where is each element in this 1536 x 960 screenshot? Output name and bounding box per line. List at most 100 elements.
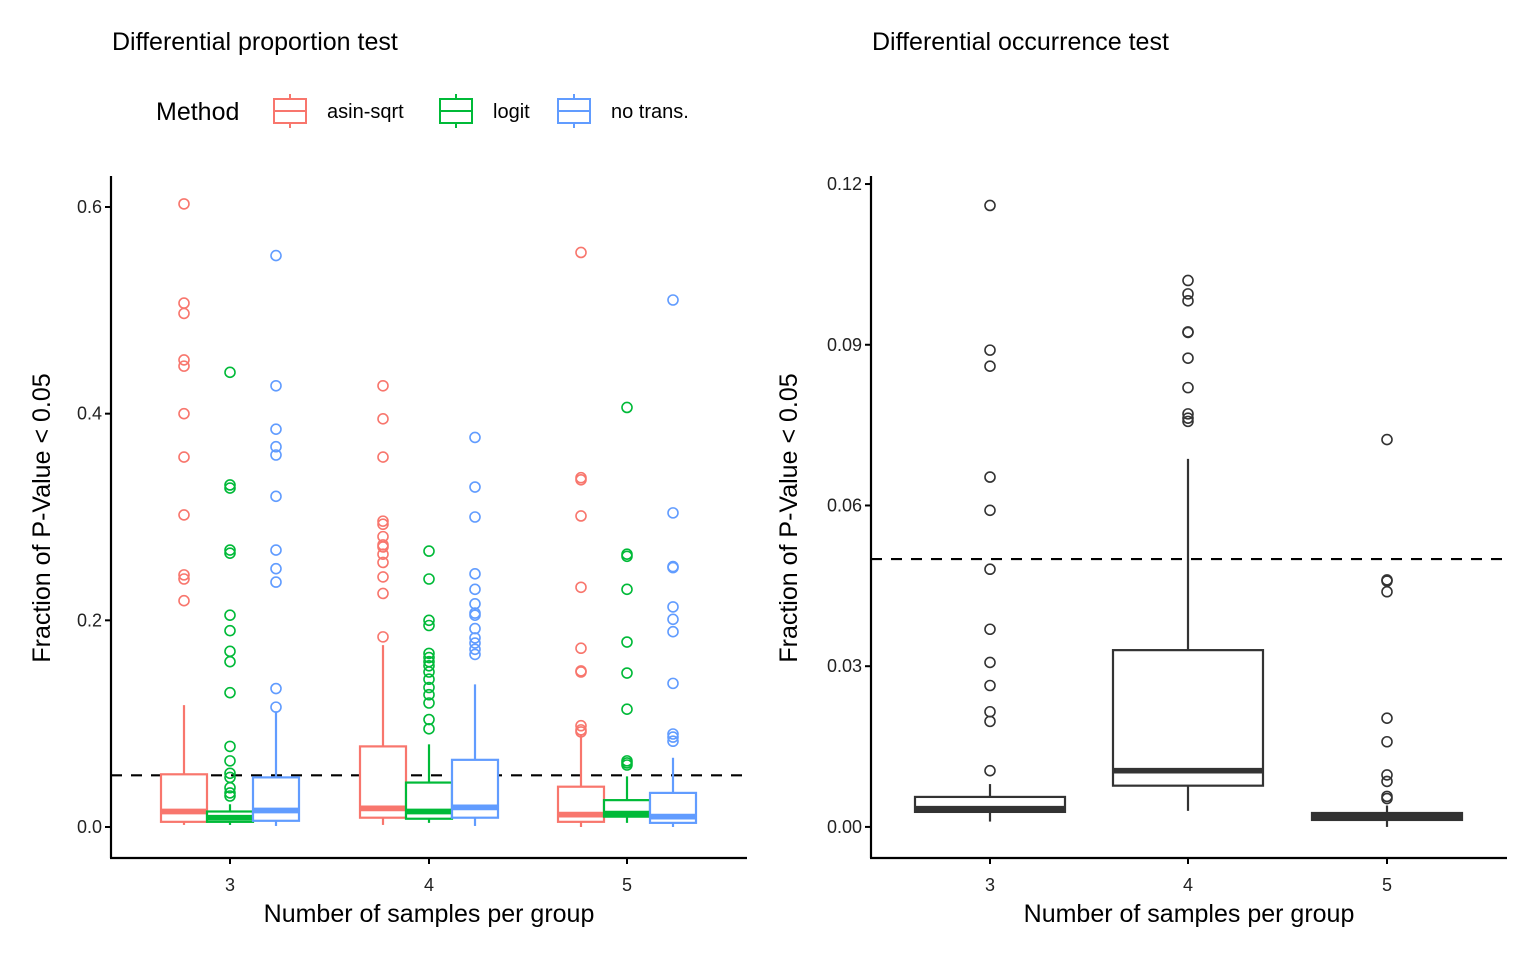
y-tick-label: 0.06 (827, 495, 862, 515)
legend-label-no-trans: no trans. (611, 101, 689, 123)
outlier-point (984, 199, 996, 212)
outlier-point (575, 510, 587, 522)
outlier-point (224, 482, 236, 494)
outlier-point (270, 701, 282, 713)
outlier-point (469, 622, 481, 635)
left-x-axis-label: Number of samples per group (264, 900, 595, 928)
outlier-point (667, 677, 679, 690)
outlier-point (178, 407, 190, 420)
outlier-point (270, 249, 282, 262)
outlier-point (1381, 585, 1393, 598)
outlier-point (984, 623, 996, 636)
outlier-point (667, 731, 679, 743)
outlier-point (621, 703, 633, 716)
outlier-point (469, 511, 481, 523)
y-tick-label: 0.6 (77, 197, 102, 217)
outlier-point (1381, 775, 1393, 788)
outlier-point (377, 548, 389, 561)
legend: Method asin-sqrt logit no trans. (156, 94, 689, 128)
y-tick-label: 0.12 (827, 174, 862, 194)
outlier-point (469, 643, 481, 656)
legend-label-asin-sqrt: asin-sqrt (327, 101, 404, 123)
outlier-point (270, 490, 282, 503)
outlier-point (1182, 352, 1194, 364)
outlier-point (1182, 415, 1194, 428)
boxplot-logit-n5 (602, 401, 652, 823)
outlier-point (1381, 792, 1393, 805)
outlier-point (575, 246, 587, 259)
boxplot-notrans-n4 (450, 431, 500, 826)
outlier-point (667, 625, 679, 638)
outlier-point (178, 451, 190, 463)
outlier-point (667, 613, 679, 626)
outlier-point (1182, 381, 1194, 394)
x-tick-label: 5 (1382, 875, 1392, 895)
outlier-point (224, 655, 236, 668)
outlier-point (224, 755, 236, 767)
outlier-point (178, 594, 190, 607)
box (159, 773, 209, 823)
outlier-point (270, 576, 282, 588)
legend-key-asinsqrt (273, 94, 307, 128)
outlier-point (667, 728, 679, 740)
outlier-point (270, 682, 282, 695)
y-tick-label: 0.2 (77, 610, 102, 630)
right-x-axis-label: Number of samples per group (1024, 900, 1355, 928)
y-tick-label: 0.09 (827, 335, 862, 355)
left-y-axis-label: Fraction of P-Value < 0.05 (28, 373, 56, 662)
outlier-point (575, 642, 587, 655)
outlier-point (377, 556, 389, 569)
outlier-point (178, 573, 190, 585)
outlier-point (469, 481, 481, 493)
legend-label-logit: logit (493, 101, 530, 123)
outlier-point (621, 401, 633, 414)
outlier-point (575, 581, 587, 594)
outlier-point (1182, 412, 1194, 424)
right-panel-title: Differential occurrence test (872, 28, 1169, 56)
outlier-point (423, 647, 435, 660)
outlier-point (224, 686, 236, 699)
outlier-point (575, 666, 587, 678)
outlier-point (621, 636, 633, 648)
outlier-point (270, 440, 282, 453)
outlier-point (423, 697, 435, 709)
box (1111, 649, 1265, 787)
outlier-point (377, 451, 389, 463)
outlier-point (423, 659, 435, 672)
boxplot-asinsqrt-n3 (159, 198, 209, 825)
outlier-point (423, 681, 435, 694)
outlier-point (178, 198, 190, 210)
boxplot-notrans-n5 (648, 294, 698, 827)
legend-key-logit (439, 94, 473, 128)
outlier-point (178, 307, 190, 320)
legend-key-notrans (557, 94, 591, 128)
outlier-point (377, 541, 389, 553)
outlier-point (423, 673, 435, 686)
right-panel-plot: 0.00 0.03 0.06 0.09 0.12 3 4 5 (827, 174, 1507, 895)
outlier-point (224, 787, 236, 799)
outlier-point (178, 297, 190, 309)
outlier-point (377, 379, 389, 392)
outlier-point (1182, 295, 1194, 307)
outlier-point (423, 651, 435, 664)
outlier-point (178, 509, 190, 521)
outlier-point (377, 515, 389, 527)
y-tick-label: 0.4 (77, 404, 102, 424)
outlier-point (984, 471, 996, 483)
boxplot-logit-n4 (404, 545, 454, 823)
outlier-point (984, 679, 996, 692)
outlier-point (224, 479, 236, 491)
boxplot-logit-n3 (205, 366, 255, 825)
outlier-point (984, 504, 996, 517)
outlier-point (667, 294, 679, 306)
outlier-point (984, 656, 996, 669)
outlier-point (224, 740, 236, 753)
y-tick-label: 0.00 (827, 817, 862, 837)
outlier-point (984, 360, 996, 372)
outlier-point (469, 609, 481, 621)
outlier-point (469, 431, 481, 444)
y-tick-label: 0.0 (77, 817, 102, 837)
outlier-point (1381, 712, 1393, 724)
outlier-point (423, 545, 435, 557)
